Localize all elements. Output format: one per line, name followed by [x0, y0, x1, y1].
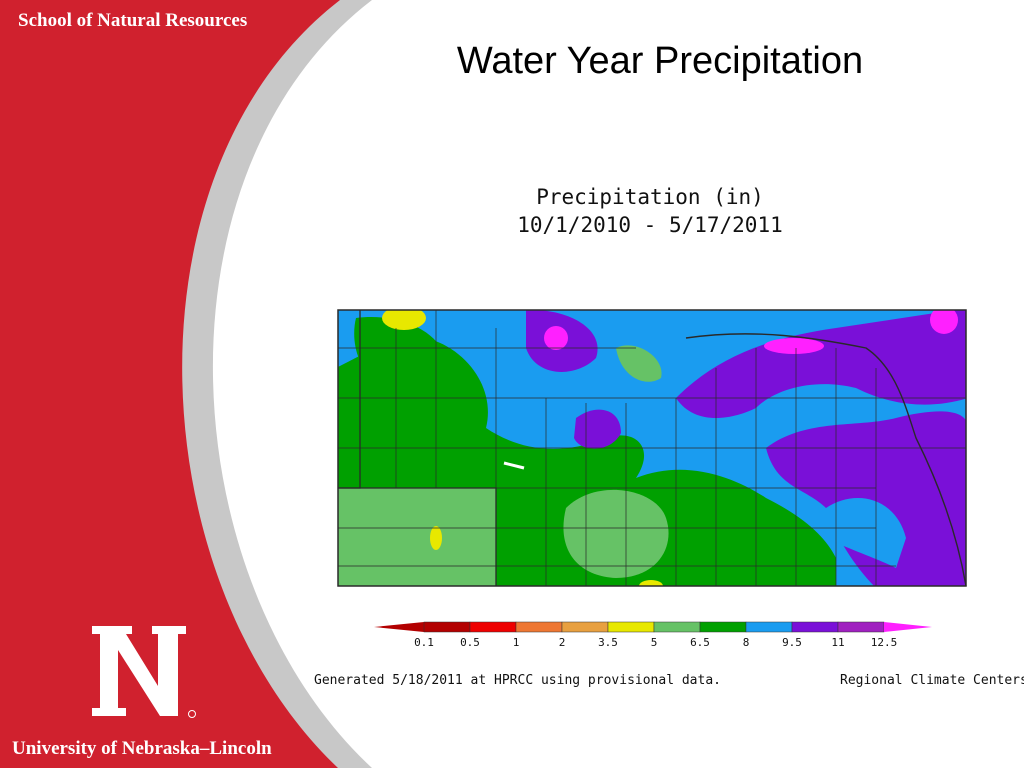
county-lines [337, 309, 967, 587]
zone-blue-se [826, 498, 906, 568]
legend-labels: 0.1 0.5 1 2 3.5 5 6.5 8 9.5 11 12.5 [414, 636, 897, 649]
red-panel [0, 0, 340, 768]
zone-magenta-ne [930, 310, 958, 334]
legend-swatch [469, 621, 517, 633]
legend-swatch [607, 621, 655, 633]
map-title-line2: 10/1/2010 - 5/17/2011 [517, 213, 783, 237]
university-name: University of Nebraska–Lincoln [12, 738, 272, 759]
map-title: Precipitation (in) 10/1/2010 - 5/17/2011 [490, 183, 810, 239]
legend-label: 5 [651, 636, 658, 649]
precipitation-map [337, 309, 967, 587]
legend-swatch [791, 621, 839, 633]
precipitation-legend: 0.1 0.5 1 2 3.5 5 6.5 8 9.5 11 12.5 [374, 621, 932, 649]
zone-green-central [616, 345, 662, 382]
legend-swatch [699, 621, 747, 633]
legend-swatch [423, 621, 471, 633]
legend-label: 6.5 [690, 636, 710, 649]
legend-label: 12.5 [871, 636, 898, 649]
legend-arrow-left [374, 622, 424, 632]
school-name: School of Natural Resources [18, 10, 248, 31]
legend-swatch [561, 621, 609, 633]
zone-yellow-nw [382, 310, 426, 330]
legend-swatch [745, 621, 793, 633]
nebraska-n-logo-icon [92, 626, 196, 718]
legend-label: 0.5 [460, 636, 480, 649]
legend-label: 9.5 [782, 636, 802, 649]
legend-label: 2 [559, 636, 566, 649]
zone-green-north [354, 317, 446, 382]
zone-magenta-east [764, 338, 824, 354]
zone-yellow-south [639, 580, 663, 586]
generated-note: Generated 5/18/2011 at HPRCC using provi… [314, 673, 721, 688]
legend-label: 8 [743, 636, 750, 649]
zone-lightgreen-central [563, 489, 669, 578]
zone-magenta-north [544, 326, 568, 350]
credit-note: Regional Climate Centers [840, 673, 1024, 688]
legend-label: 1 [513, 636, 520, 649]
legend-swatch [837, 621, 885, 633]
legend-label: 3.5 [598, 636, 618, 649]
zone-purple-east [676, 310, 966, 418]
legend-arrow-right [884, 622, 932, 632]
map-title-line1: Precipitation (in) [536, 185, 764, 209]
legend-label: 0.1 [414, 636, 434, 649]
legend-color-bar [374, 621, 932, 633]
slide-title: Water Year Precipitation [456, 40, 864, 82]
zone-yellow-panhandle [430, 526, 442, 550]
legend-swatch [515, 621, 563, 633]
legend-swatch [653, 621, 701, 633]
legend-label: 11 [831, 636, 844, 649]
zone-lightgreen-panhandle [338, 488, 496, 586]
